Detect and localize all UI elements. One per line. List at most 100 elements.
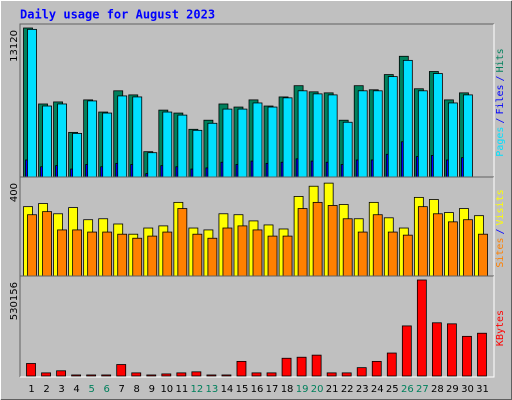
bar (132, 96, 143, 178)
legend: KBytes (495, 310, 506, 346)
bar (57, 103, 67, 178)
x-tick-label: 11 (175, 384, 188, 395)
bar (41, 372, 51, 377)
y-tick-label: 400 (9, 183, 20, 202)
bar (162, 111, 173, 178)
legend-entry: Files (495, 84, 506, 114)
bar (281, 357, 292, 377)
x-tick-label: 25 (386, 384, 399, 395)
x-tick-label: 7 (119, 384, 125, 395)
bar (387, 231, 398, 277)
bar (312, 201, 323, 277)
x-tick-label: 30 (461, 384, 474, 395)
legend-entry: Sites (495, 238, 506, 268)
bar (252, 229, 263, 277)
x-tick-label: 8 (134, 384, 140, 395)
x-tick-label: 31 (476, 384, 489, 395)
bar (72, 132, 83, 178)
bar (237, 108, 248, 178)
legend-entry: Hits (495, 48, 506, 72)
x-tick-label: 28 (431, 384, 444, 395)
x-tick-label: 12 (191, 384, 204, 395)
bar (402, 59, 413, 178)
bar (448, 221, 458, 277)
bar (463, 219, 473, 277)
bar (177, 114, 188, 178)
bar (297, 90, 308, 178)
bar (177, 208, 188, 277)
x-tick-label: 6 (103, 384, 109, 395)
y-tick-label: 13120 (9, 30, 20, 62)
bar (356, 367, 367, 377)
bar (401, 325, 412, 377)
bar (416, 279, 427, 377)
plot-edge-dark (19, 275, 494, 377)
bar (42, 105, 52, 178)
bar (57, 229, 67, 277)
x-tick-label: 27 (416, 384, 429, 395)
bar (448, 102, 458, 178)
bar (417, 206, 428, 277)
bar (312, 93, 323, 178)
bar (417, 90, 428, 178)
bar (432, 213, 443, 277)
bar (162, 231, 173, 277)
bar (402, 234, 413, 277)
bar (251, 372, 262, 377)
bar (462, 335, 472, 377)
bar (116, 364, 127, 377)
x-tick-label: 15 (236, 384, 249, 395)
bar (387, 76, 398, 178)
y-tick-label: 530156 (9, 282, 20, 320)
bar (386, 352, 397, 377)
bar (267, 235, 278, 277)
x-tick-label: 13 (206, 384, 219, 395)
bar (431, 322, 442, 377)
x-tick-label: 18 (281, 384, 294, 395)
legend: Pages / Files / Hits (495, 48, 506, 156)
bar (341, 372, 352, 377)
bar (147, 152, 158, 178)
bar (176, 372, 187, 377)
bar (192, 233, 203, 277)
x-tick-label: 9 (149, 384, 155, 395)
bar (191, 371, 202, 377)
x-tick-label: 5 (88, 384, 94, 395)
bar (86, 374, 97, 377)
bar (26, 363, 36, 377)
x-tick-label: 24 (371, 384, 384, 395)
legend-entry: Pages (495, 127, 506, 157)
bar (117, 95, 128, 178)
x-tick-label: 2 (43, 384, 49, 395)
legend-separator: / (495, 118, 506, 124)
bar (161, 373, 172, 377)
bar (372, 214, 383, 277)
bar (357, 231, 368, 277)
bar (463, 94, 473, 178)
bar (237, 225, 248, 277)
bar (221, 374, 232, 377)
bar (72, 229, 83, 277)
x-tick-label: 3 (58, 384, 64, 395)
bar (342, 121, 353, 178)
bar (222, 227, 233, 277)
x-tick-label: 29 (446, 384, 459, 395)
plot-edge-light (20, 276, 495, 378)
legend: Sites / Visits (495, 189, 506, 267)
bar (236, 360, 247, 377)
bar (87, 100, 98, 178)
x-tick-label: 23 (356, 384, 369, 395)
x-tick-label: 10 (160, 384, 173, 395)
x-tick-label: 20 (311, 384, 324, 395)
bar (297, 208, 308, 277)
legend-separator: / (495, 75, 506, 81)
x-tick-label: 14 (221, 384, 234, 395)
bar (102, 112, 113, 178)
bar (71, 374, 82, 377)
plot-area (20, 276, 494, 377)
x-tick-label: 21 (326, 384, 339, 395)
bar (222, 108, 233, 178)
bar (207, 122, 218, 178)
